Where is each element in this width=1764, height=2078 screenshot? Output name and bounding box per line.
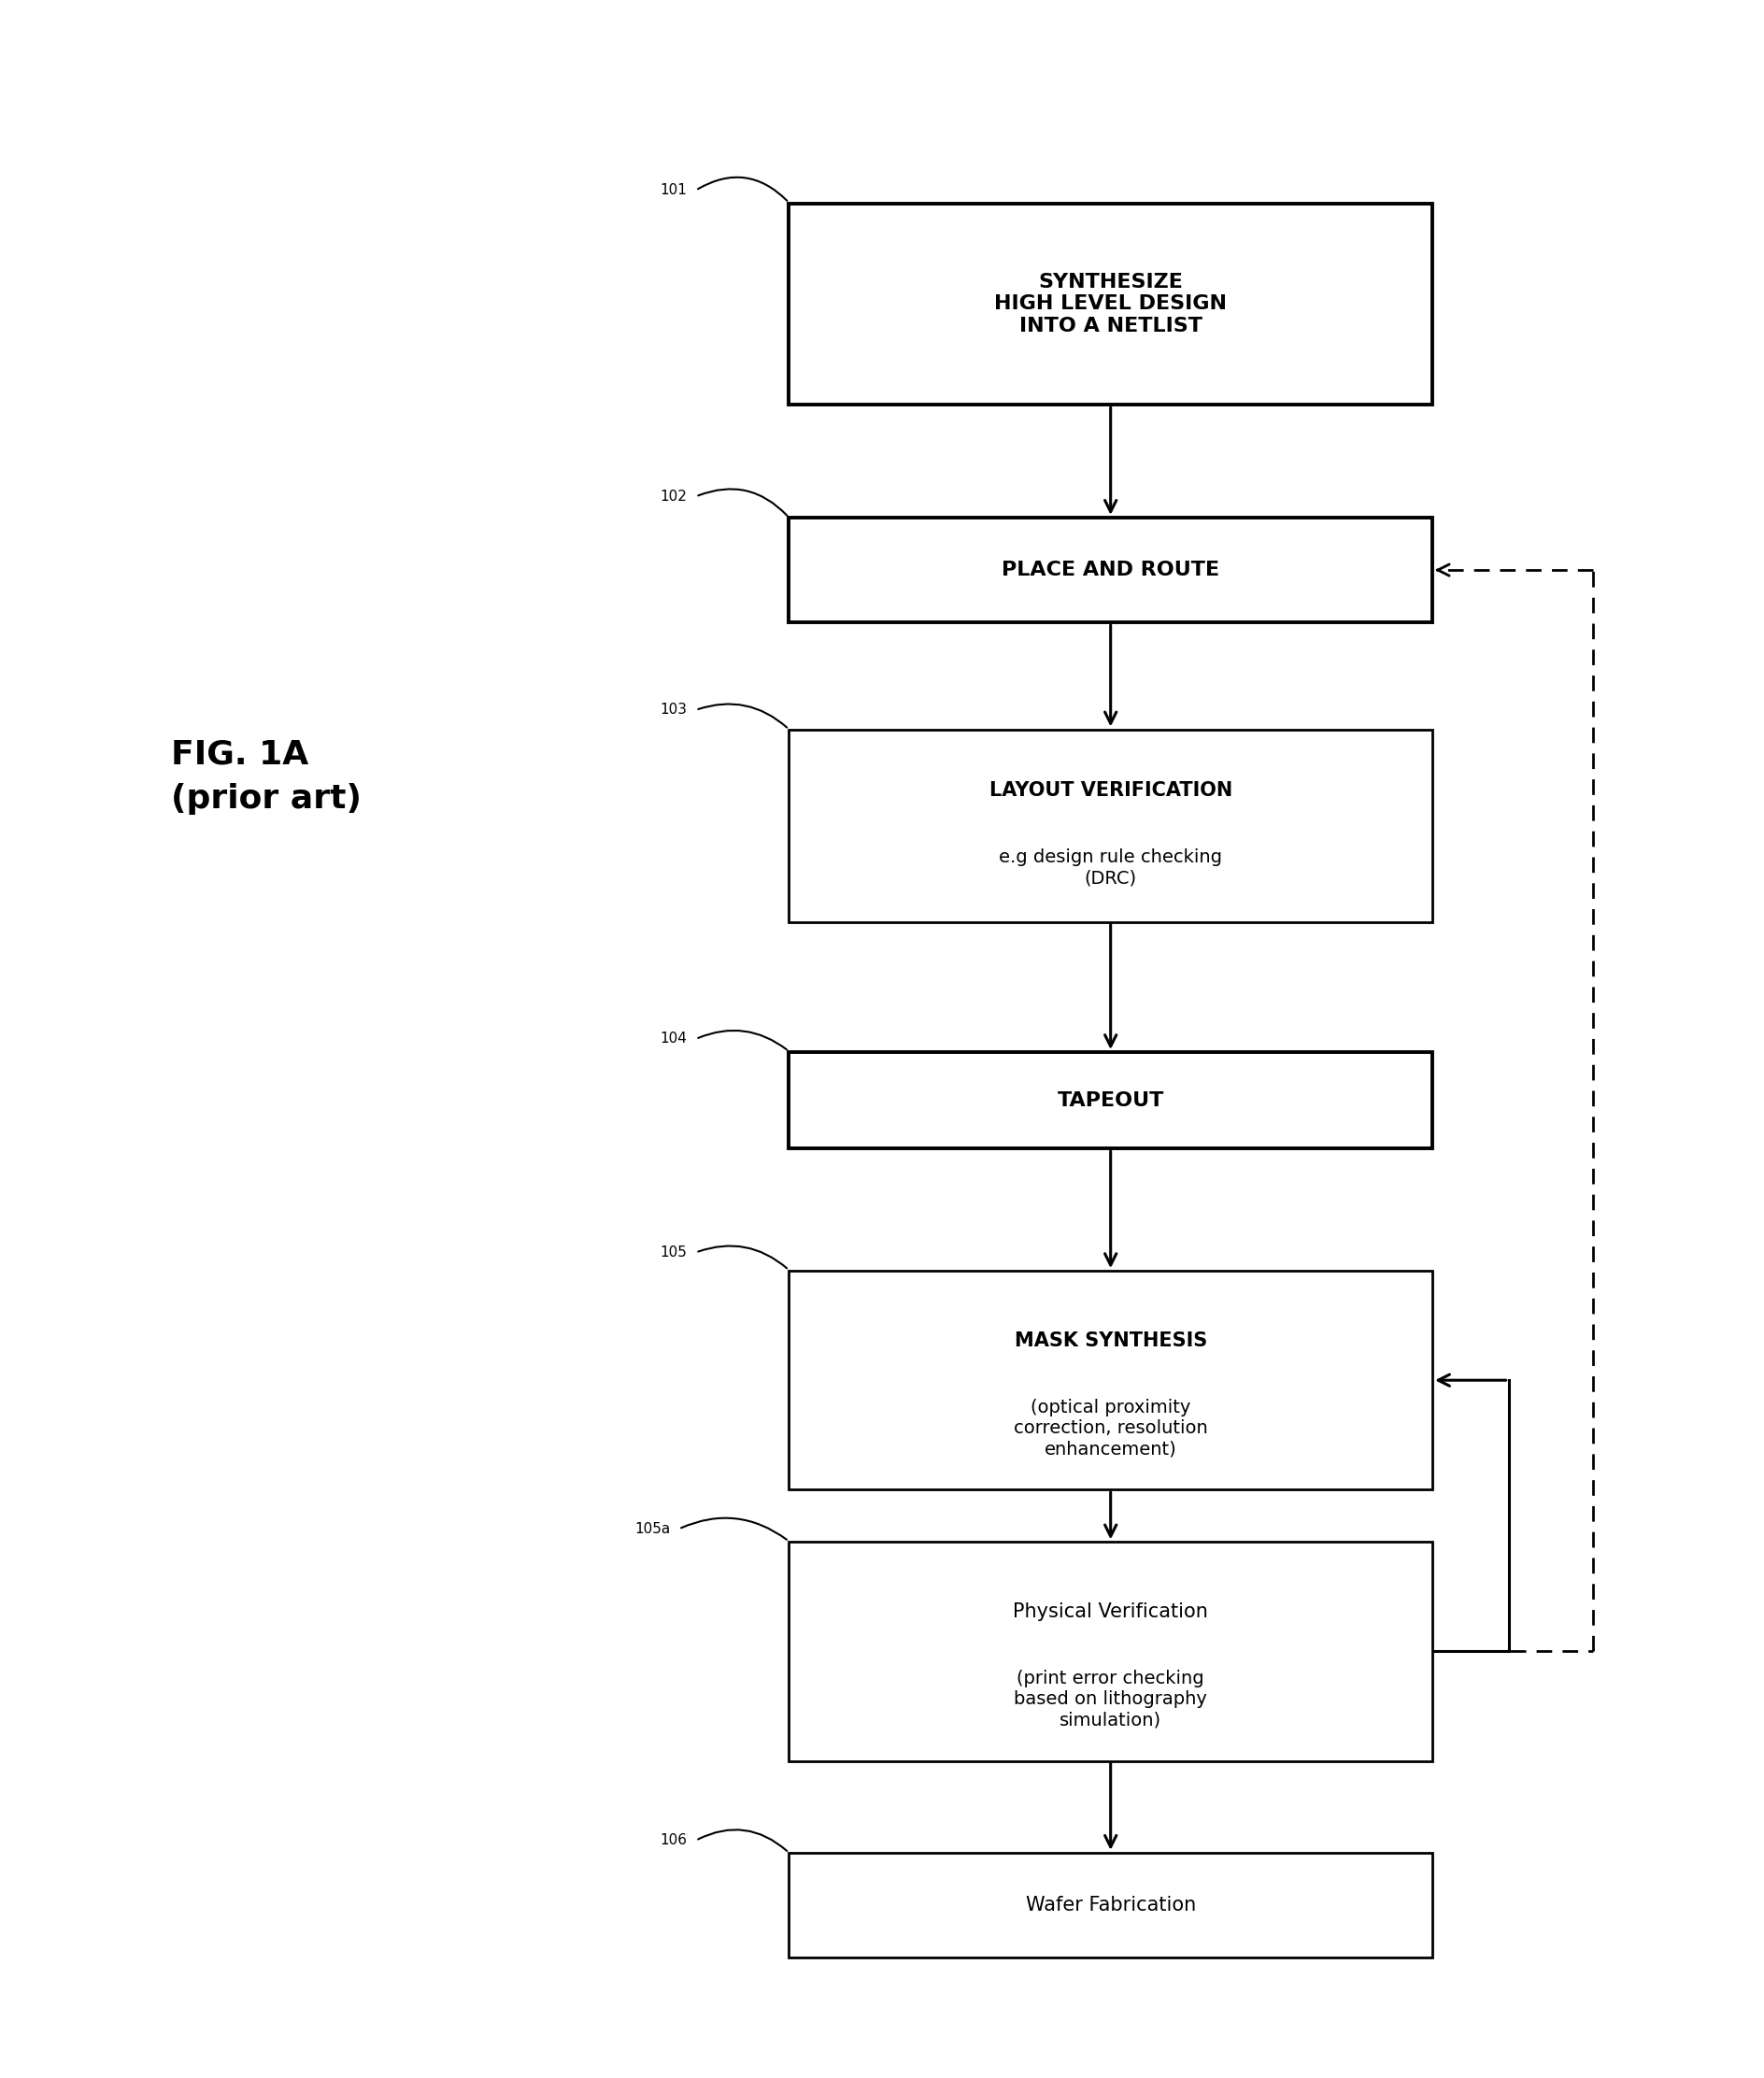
Bar — [789, 1272, 1432, 1490]
Bar — [789, 1051, 1432, 1149]
Text: FIG. 1A
(prior art): FIG. 1A (prior art) — [171, 738, 362, 815]
Bar — [789, 1542, 1432, 1760]
Text: 105a: 105a — [635, 1521, 670, 1536]
Bar — [789, 204, 1432, 405]
Text: 103: 103 — [660, 702, 688, 717]
Text: 102: 102 — [660, 490, 688, 503]
Text: 106: 106 — [660, 1833, 688, 1847]
Text: (optical proximity
correction, resolution
enhancement): (optical proximity correction, resolutio… — [1014, 1398, 1208, 1459]
Text: 101: 101 — [660, 183, 688, 197]
Bar — [789, 1854, 1432, 1957]
Text: (print error checking
based on lithography
simulation): (print error checking based on lithograp… — [1014, 1671, 1207, 1729]
Text: 105: 105 — [660, 1245, 688, 1259]
Text: SYNTHESIZE
HIGH LEVEL DESIGN
INTO A NETLIST: SYNTHESIZE HIGH LEVEL DESIGN INTO A NETL… — [995, 272, 1228, 335]
Text: TAPEOUT: TAPEOUT — [1057, 1091, 1164, 1110]
Text: Physical Verification: Physical Verification — [1013, 1602, 1208, 1621]
Text: e.g design rule checking
(DRC): e.g design rule checking (DRC) — [998, 848, 1222, 887]
Text: 104: 104 — [660, 1033, 688, 1045]
Bar — [789, 729, 1432, 923]
Bar — [789, 517, 1432, 623]
Text: MASK SYNTHESIS: MASK SYNTHESIS — [1014, 1332, 1207, 1351]
Text: LAYOUT VERIFICATION: LAYOUT VERIFICATION — [990, 781, 1233, 800]
Text: Wafer Fabrication: Wafer Fabrication — [1025, 1895, 1196, 1914]
Text: PLACE AND ROUTE: PLACE AND ROUTE — [1002, 561, 1219, 580]
